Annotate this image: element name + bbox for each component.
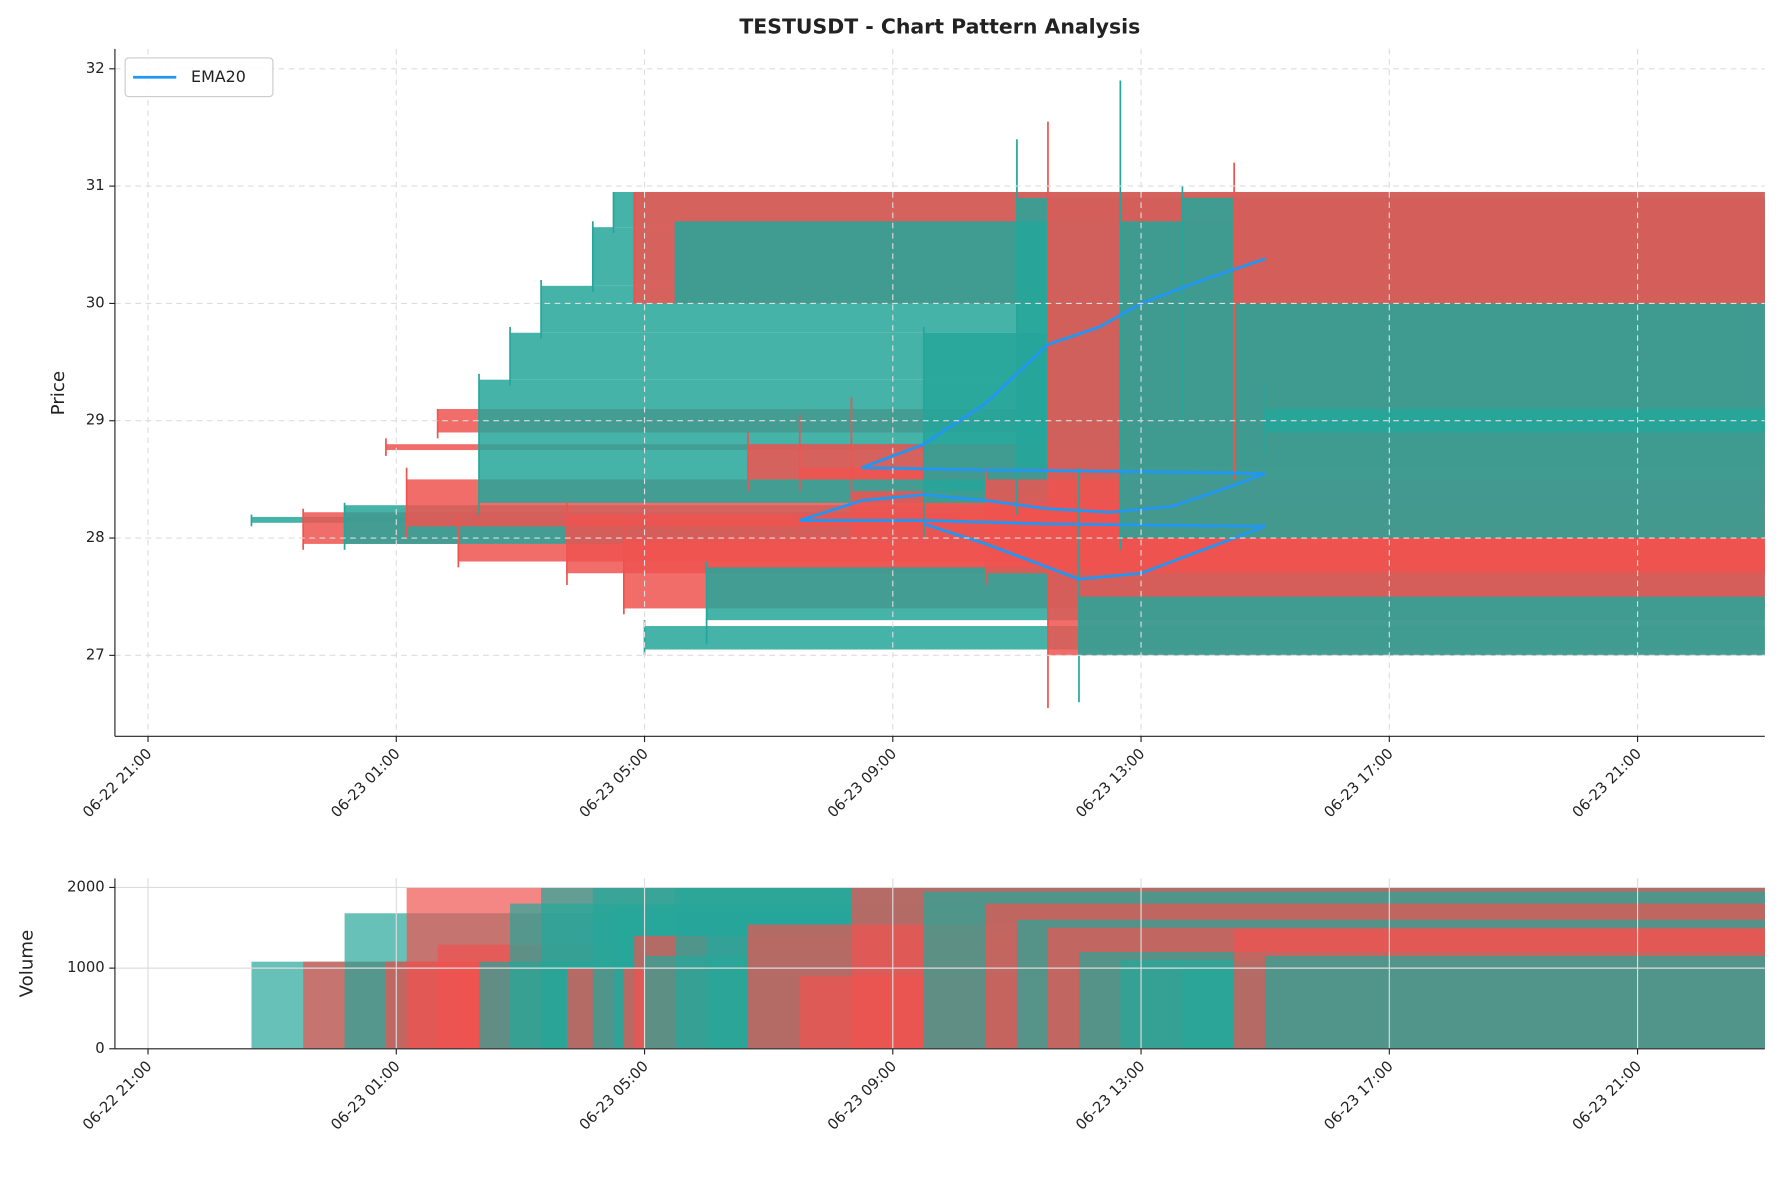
candle-body xyxy=(1234,197,1765,304)
volume-bar xyxy=(1265,956,1765,1049)
y-tick-label: 29 xyxy=(86,412,105,429)
y-tick-label: 2000 xyxy=(67,878,105,895)
y-tick-label: 32 xyxy=(86,60,105,77)
candle-body xyxy=(1265,409,1765,433)
y-tick-label: 28 xyxy=(86,529,105,546)
y-axis-label: Volume xyxy=(16,930,37,998)
candle-body xyxy=(1078,596,1765,656)
y-tick-label: 0 xyxy=(95,1040,104,1057)
price-plot xyxy=(250,80,1765,709)
ema-line xyxy=(799,257,1266,581)
y-tick-label: 30 xyxy=(86,294,105,311)
y-tick-label: 27 xyxy=(86,646,105,663)
chart-title: TESTUSDT - Chart Pattern Analysis xyxy=(739,14,1140,38)
y-axis-label: Price xyxy=(48,371,69,415)
y-tick-label: 1000 xyxy=(67,959,105,976)
legend-label: EMA20 xyxy=(191,67,246,86)
legend-box xyxy=(124,57,274,98)
legend: EMA20 xyxy=(124,57,274,98)
y-tick-label: 31 xyxy=(86,177,105,194)
